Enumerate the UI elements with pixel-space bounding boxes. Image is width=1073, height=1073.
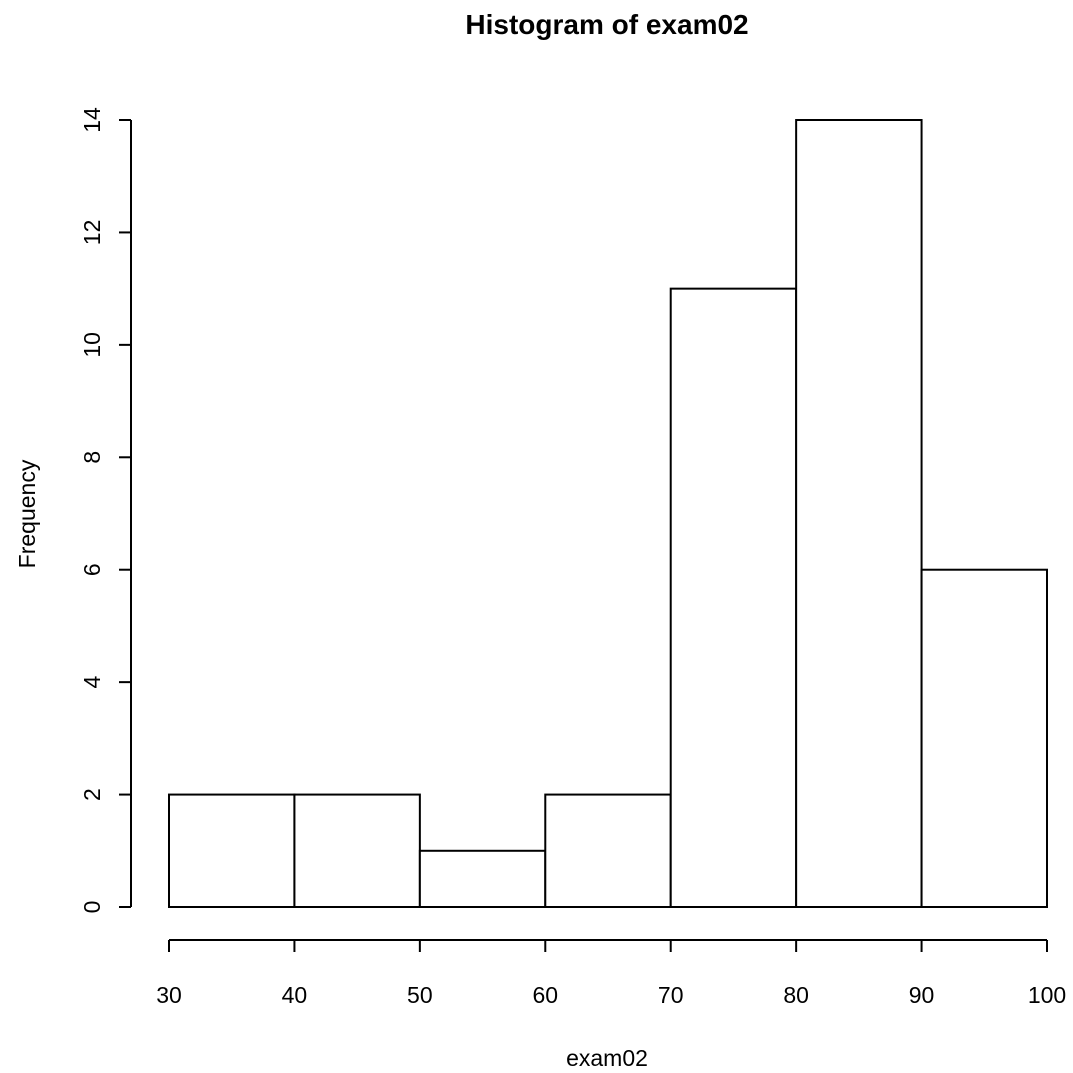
y-axis-label: Frequency (14, 459, 40, 568)
y-tick-label-0: 0 (79, 901, 105, 914)
histogram-bar-40-50 (293, 793, 421, 908)
x-tick-label-30: 30 (156, 982, 182, 1008)
y-tick-label-10: 10 (79, 332, 105, 358)
x-axis: 30 40 50 60 70 80 90 100 (156, 939, 1066, 1008)
y-axis: 0 2 4 6 8 10 12 14 (79, 107, 132, 914)
x-tick-label-50: 50 (407, 982, 433, 1008)
histogram-bar-80-90 (795, 119, 923, 908)
y-tick-label-6: 6 (79, 563, 105, 576)
histogram-bar-90-100 (920, 568, 1048, 908)
y-tick-label-2: 2 (79, 788, 105, 801)
histogram-bar-30-40 (168, 793, 296, 908)
x-tick-label-80: 80 (783, 982, 809, 1008)
x-tick-label-90: 90 (909, 982, 935, 1008)
chart-title: Histogram of exam02 (465, 9, 748, 40)
histogram-bar-50-60 (418, 849, 547, 908)
y-tick-label-4: 4 (79, 676, 105, 689)
x-tick-label-100: 100 (1028, 982, 1066, 1008)
x-axis-label: exam02 (566, 1045, 648, 1071)
histogram-bar-70-80 (669, 287, 798, 908)
x-tick-label-60: 60 (532, 982, 558, 1008)
histogram-bar-60-70 (544, 793, 672, 908)
bars-group (168, 119, 1048, 908)
x-tick-label-70: 70 (658, 982, 684, 1008)
y-tick-label-8: 8 (79, 451, 105, 464)
y-tick-label-12: 12 (79, 220, 105, 246)
x-tick-label-40: 40 (282, 982, 308, 1008)
y-tick-label-14: 14 (79, 107, 105, 133)
